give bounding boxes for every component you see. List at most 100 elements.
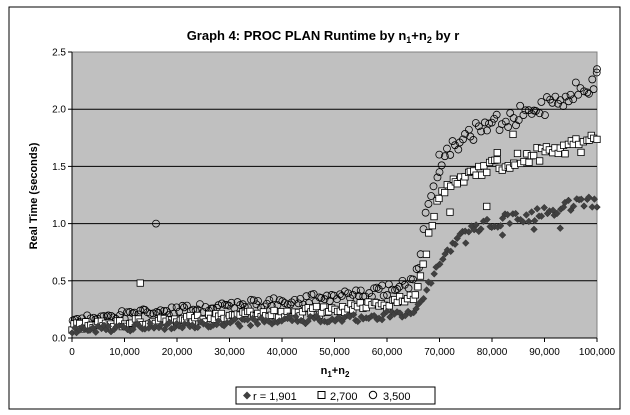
diamond-point bbox=[193, 323, 202, 332]
circle-point bbox=[427, 192, 436, 200]
x-tick-label: 10,000 bbox=[109, 347, 140, 358]
y-tick-label: 2.0 bbox=[52, 105, 66, 116]
y-tick-label: 1.5 bbox=[52, 162, 66, 173]
circle-point bbox=[509, 114, 518, 122]
y-tick-label: 1.0 bbox=[52, 219, 66, 230]
x-tick-label: 80,000 bbox=[477, 347, 508, 358]
circle-point bbox=[118, 307, 126, 316]
circle-point bbox=[435, 150, 444, 159]
circle-point bbox=[516, 101, 525, 110]
circle-point bbox=[504, 123, 513, 131]
circle-point bbox=[162, 307, 171, 315]
circle-point bbox=[519, 111, 528, 119]
diamond-point bbox=[527, 208, 536, 216]
diamond-point bbox=[422, 286, 431, 294]
circle-point bbox=[89, 313, 98, 322]
square-point bbox=[453, 180, 461, 188]
circle-point bbox=[448, 137, 457, 145]
circle-point bbox=[379, 291, 388, 300]
circle-point bbox=[512, 121, 520, 130]
circle-point bbox=[383, 291, 391, 299]
square-point bbox=[193, 311, 202, 320]
square-point bbox=[493, 156, 501, 164]
circle-point bbox=[446, 151, 455, 159]
x-tick-label: 0 bbox=[69, 347, 75, 358]
diamond-point bbox=[477, 225, 485, 233]
x-tick-label: 20,000 bbox=[162, 347, 193, 358]
diamond-point bbox=[133, 319, 142, 328]
circle-point bbox=[535, 109, 544, 118]
axes: 0.0 0.5 1.0 1.5 2.0 2.5 0 10,000 20,000 30,000 40,… bbox=[52, 48, 615, 359]
circle-point bbox=[214, 301, 223, 310]
square-point bbox=[419, 260, 427, 268]
circle-point bbox=[141, 305, 149, 314]
circle-point bbox=[569, 95, 578, 104]
circle-point bbox=[160, 306, 169, 315]
square-point bbox=[422, 250, 431, 258]
legend-label-3500: 3,500 bbox=[383, 391, 411, 403]
circle-point bbox=[521, 106, 530, 115]
diamond-point bbox=[564, 196, 573, 205]
diamond-point-outlier bbox=[498, 231, 507, 239]
circle-point bbox=[474, 122, 483, 131]
circle-point bbox=[419, 225, 428, 233]
diamond-point bbox=[146, 319, 155, 328]
circle-point bbox=[433, 173, 442, 182]
diamond-point bbox=[214, 316, 223, 325]
circle-point bbox=[580, 87, 588, 96]
circle-point bbox=[487, 118, 496, 127]
diamond-point bbox=[553, 209, 561, 218]
circle-point bbox=[429, 182, 438, 191]
diamond-point bbox=[251, 316, 259, 325]
circle-point bbox=[175, 307, 184, 316]
circle-point bbox=[437, 161, 446, 170]
x-tick-label: 40,000 bbox=[267, 347, 298, 358]
y-tick-label: 0.0 bbox=[52, 334, 66, 345]
diamond-point bbox=[378, 315, 386, 324]
circle-point bbox=[490, 114, 499, 123]
circle-point bbox=[352, 286, 360, 295]
square-point bbox=[593, 135, 601, 143]
square-point-outlier bbox=[483, 202, 491, 211]
square-point bbox=[425, 229, 433, 237]
circle-point bbox=[172, 303, 181, 312]
x-tick-label: 60,000 bbox=[372, 347, 403, 358]
diamond-point bbox=[496, 222, 505, 230]
legend-square-icon bbox=[317, 391, 326, 399]
circle-point bbox=[459, 135, 467, 144]
circle-point bbox=[559, 102, 568, 110]
legend-diamond-icon bbox=[243, 391, 251, 400]
circle-point bbox=[233, 298, 242, 306]
circle-point bbox=[589, 85, 598, 94]
circle-point bbox=[104, 311, 113, 320]
y-tick-label: 2.5 bbox=[52, 48, 66, 59]
square-point-outlier bbox=[446, 208, 454, 216]
chart-title: Graph 4: PROC PLAN Runtime by n1+n2 by r bbox=[187, 28, 460, 45]
diamond-point bbox=[453, 234, 461, 243]
diamond-point bbox=[549, 206, 557, 215]
circle-point bbox=[393, 285, 402, 293]
circle-point bbox=[477, 127, 486, 136]
square-point bbox=[414, 283, 422, 291]
circle-point bbox=[424, 200, 433, 208]
circle-point bbox=[336, 290, 344, 299]
diamond-point bbox=[533, 204, 541, 213]
diamond-point bbox=[419, 294, 428, 303]
diamond-point bbox=[178, 323, 187, 332]
square-point bbox=[428, 222, 436, 230]
circle-point bbox=[414, 264, 423, 272]
circle-point bbox=[398, 276, 407, 285]
x-axis-label: n1+n2 bbox=[321, 365, 350, 379]
circle-point bbox=[294, 299, 303, 308]
circle-point bbox=[548, 98, 557, 107]
diamond-point bbox=[567, 206, 575, 215]
diamond-point bbox=[540, 203, 548, 212]
square-point bbox=[561, 150, 569, 158]
circle-point bbox=[514, 116, 523, 125]
square-point bbox=[536, 157, 544, 165]
circle-point bbox=[571, 78, 580, 87]
x-tick-label: 50,000 bbox=[319, 347, 350, 358]
circle-point bbox=[123, 308, 131, 317]
circle-point bbox=[497, 120, 506, 129]
